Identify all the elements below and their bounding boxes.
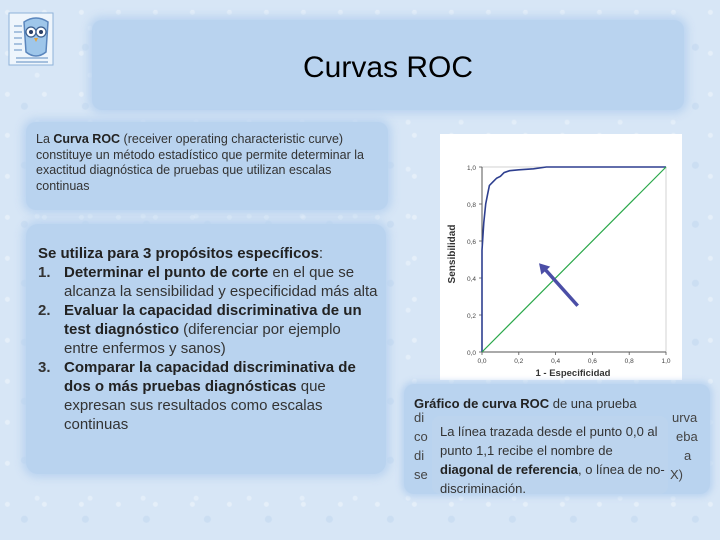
caption-fragment: di <box>414 410 425 425</box>
intro-box: La Curva ROC (receiver operating charact… <box>26 122 388 210</box>
caption-text: Gráfico de curva ROC de una prueba <box>414 394 706 413</box>
caption-fragment: di <box>414 448 425 463</box>
roc-chart-panel: Sensibilidad 1 - Especificidad 0,0 0,2 0,4… <box>440 134 682 380</box>
roc-chart: Sensibilidad 1 - Especificidad 0,0 0,2 0,4… <box>447 165 671 379</box>
tooltip-bold: diagonal de referencia <box>440 462 578 477</box>
owl-logo <box>8 12 54 66</box>
list-number: 3. <box>38 359 51 376</box>
intro-post: (receiver operating characteristic curve… <box>36 132 364 193</box>
list-item-bold: Determinar el punto de corte <box>64 264 269 281</box>
uses-text: Se utiliza para 3 propósitos específicos… <box>38 244 378 434</box>
uses-list: 1. Determinar el punto de corte en el que… <box>38 263 378 434</box>
tooltip-popup: La línea trazada desde el punto 0,0 al p… <box>432 416 668 496</box>
x-tick-label: 0,2 <box>514 358 523 365</box>
caption-rest: de una prueba <box>549 396 637 411</box>
x-tick-label: 0,8 <box>625 358 634 365</box>
caption-fragment: co <box>414 429 428 444</box>
x-tick-label: 0,4 <box>551 358 560 365</box>
intro-bold: Curva ROC <box>53 132 121 146</box>
intro-text: La Curva ROC (receiver operating charact… <box>36 132 372 194</box>
annotation-arrow-head <box>539 263 551 275</box>
uses-box: Se utiliza para 3 propósitos específicos… <box>26 224 386 474</box>
list-number: 2. <box>38 302 51 319</box>
list-item-rest: (diferenciar por ejemplo entre enfermos … <box>64 321 341 357</box>
caption-fragment: se <box>414 467 428 482</box>
y-axis-label: Sensibilidad <box>447 225 458 284</box>
uses-lead: Se utiliza para 3 propósitos específicos… <box>38 244 378 263</box>
caption-fragment: eba <box>676 429 698 444</box>
y-tick-label: 0,0 <box>467 350 476 357</box>
x-tick-label: 0,6 <box>588 358 597 365</box>
list-item-rest: que expresan sus resultados como escalas… <box>64 378 326 433</box>
tooltip-pre: La línea trazada desde el punto 0,0 al p… <box>440 424 658 458</box>
x-tick-label: 0,0 <box>477 358 486 365</box>
slide-title: Curvas ROC <box>302 51 474 84</box>
list-item: 1. Determinar el punto de corte en el que… <box>38 263 378 301</box>
annotation-arrow-shaft <box>542 267 579 307</box>
reference-diagonal-line <box>481 166 667 353</box>
list-item-rest: en el que se alcanza la sensibilidad y e… <box>64 264 378 300</box>
list-item: 2. Evaluar la capacidad discriminativa de… <box>38 301 378 358</box>
caption-fragment: a <box>684 448 692 463</box>
x-tick-label: 1,0 <box>661 358 670 365</box>
uses-lead-rest: : <box>318 245 324 262</box>
caption-fragment: X) <box>670 467 683 482</box>
list-item-bold: Evaluar la capacidad discriminativa de u… <box>64 302 362 338</box>
caption-fragment: urva <box>672 410 698 425</box>
list-item-bold: Comparar la capacidad discriminativa de … <box>64 359 356 395</box>
y-tick-label: 1,0 <box>467 165 476 172</box>
y-tick-label: 0,4 <box>467 276 476 283</box>
uses-lead-bold: Se utiliza para 3 propósitos específicos <box>38 245 319 262</box>
caption-bold: Gráfico de curva ROC <box>414 396 550 411</box>
y-tick-label: 0,8 <box>467 202 476 209</box>
y-tick-label: 0,6 <box>467 239 476 246</box>
y-tick-label: 0,2 <box>467 313 476 320</box>
intro-pre: La <box>36 132 54 146</box>
tooltip-text: La línea trazada desde el punto 0,0 al p… <box>440 422 666 498</box>
tooltip-post: , o línea de no-discriminación. <box>440 462 665 496</box>
x-axis-label: 1 - Especificidad <box>536 368 611 379</box>
title-box: Curvas ROC <box>92 20 684 110</box>
list-number: 1. <box>38 264 51 281</box>
roc-curve-line <box>481 166 666 352</box>
list-item: 3. Comparar la capacidad discriminativa d… <box>38 358 378 434</box>
